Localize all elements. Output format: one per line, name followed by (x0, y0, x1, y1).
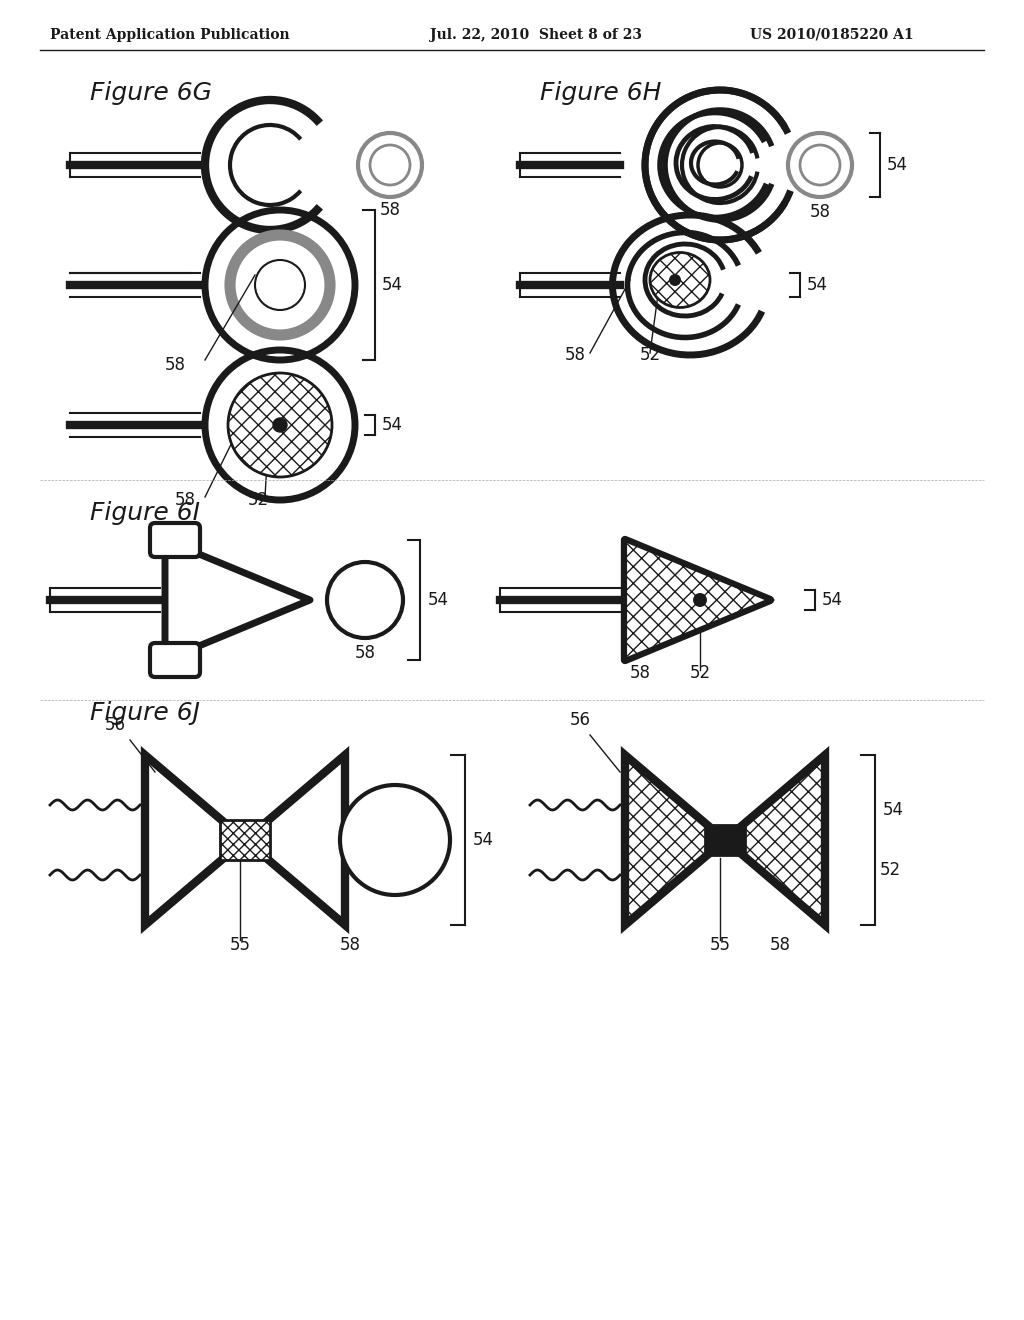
Circle shape (273, 418, 287, 432)
Text: 52: 52 (689, 664, 711, 682)
Text: 52: 52 (880, 861, 901, 879)
Text: Figure 6J: Figure 6J (90, 701, 200, 725)
Text: 56: 56 (104, 715, 126, 734)
Text: 55: 55 (229, 936, 251, 954)
FancyBboxPatch shape (150, 523, 200, 557)
Polygon shape (220, 820, 270, 861)
Text: 54: 54 (807, 276, 828, 294)
FancyBboxPatch shape (150, 643, 200, 677)
Text: 54: 54 (822, 591, 843, 609)
Circle shape (355, 800, 435, 880)
Circle shape (339, 574, 391, 626)
Polygon shape (625, 540, 770, 660)
Circle shape (228, 374, 332, 477)
Text: 56: 56 (569, 711, 591, 729)
Circle shape (340, 785, 450, 895)
Polygon shape (625, 755, 725, 925)
Text: 58: 58 (630, 664, 650, 682)
Text: Figure 6H: Figure 6H (540, 81, 662, 106)
Text: 58: 58 (165, 356, 185, 374)
Text: US 2010/0185220 A1: US 2010/0185220 A1 (750, 28, 913, 42)
Text: 54: 54 (887, 156, 908, 174)
Text: 58: 58 (380, 201, 400, 219)
Text: Jul. 22, 2010  Sheet 8 of 23: Jul. 22, 2010 Sheet 8 of 23 (430, 28, 642, 42)
Ellipse shape (650, 252, 710, 308)
Text: 58: 58 (769, 936, 791, 954)
Circle shape (242, 247, 318, 323)
Text: 54: 54 (382, 276, 403, 294)
Text: 55: 55 (710, 936, 730, 954)
Text: 54: 54 (428, 591, 449, 609)
Polygon shape (725, 755, 825, 925)
Circle shape (327, 562, 403, 638)
Polygon shape (705, 825, 745, 855)
Text: 54: 54 (883, 801, 904, 818)
Text: 58: 58 (354, 644, 376, 663)
Circle shape (669, 275, 681, 286)
Text: 58: 58 (564, 346, 586, 364)
Text: 54: 54 (473, 832, 494, 849)
Text: Figure 6I: Figure 6I (90, 502, 200, 525)
Text: Figure 6G: Figure 6G (90, 81, 212, 106)
Text: 54: 54 (382, 416, 403, 434)
Circle shape (255, 260, 305, 310)
Text: 58: 58 (340, 936, 360, 954)
Polygon shape (625, 540, 770, 660)
Text: 52: 52 (639, 346, 660, 364)
Text: Patent Application Publication: Patent Application Publication (50, 28, 290, 42)
Text: 58: 58 (174, 491, 196, 510)
Text: 52: 52 (248, 491, 268, 510)
Text: 58: 58 (810, 203, 830, 220)
Circle shape (693, 593, 707, 607)
